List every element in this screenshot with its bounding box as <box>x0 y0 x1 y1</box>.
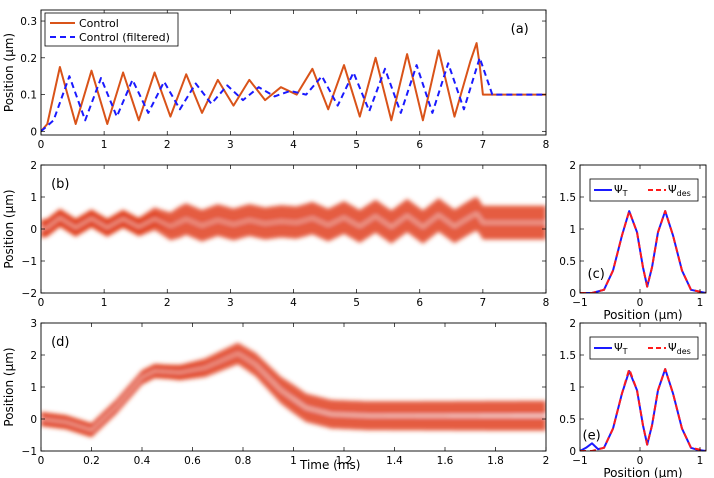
panel-label-b: (b) <box>51 177 69 192</box>
x-tick-label: 1 <box>697 455 704 467</box>
x-tick-label: 6 <box>416 139 423 151</box>
x-tick-label: 0.2 <box>83 455 100 467</box>
panel-label-c: (c) <box>588 267 605 282</box>
x-axis-label-c: Position (μm) <box>603 308 682 322</box>
panel-label-a: (a) <box>511 22 529 37</box>
x-tick-label: 6 <box>416 297 423 309</box>
y-tick-label: 0 <box>30 126 37 138</box>
x-tick-label: 1.8 <box>487 455 504 467</box>
y-axis-label-b: Position (μm) <box>2 189 16 268</box>
x-tick-label: 2 <box>164 297 171 309</box>
y-tick-label: −1 <box>22 446 37 458</box>
x-tick-label: 2 <box>543 455 550 467</box>
y-tick-label: 2 <box>569 318 576 330</box>
y-tick-label: 0.5 <box>559 256 576 268</box>
x-tick-label: 0.8 <box>235 455 252 467</box>
x-tick-label: 0 <box>38 297 45 309</box>
y-axis-label-a: Position (μm) <box>2 33 16 112</box>
plot-area-a <box>41 42 546 133</box>
y-tick-label: 2 <box>30 350 37 362</box>
x-tick-label: 4 <box>290 297 297 309</box>
y-tick-label: 2 <box>30 160 37 172</box>
density-band-d <box>41 342 546 438</box>
y-tick-label: 1 <box>30 192 37 204</box>
y-axis-label-d: Position (μm) <box>2 347 16 426</box>
x-axis-label-e: Position (μm) <box>603 466 682 478</box>
y-tick-label: 0 <box>30 414 37 426</box>
legend-entry: Control <box>79 17 119 30</box>
x-tick-label: 0 <box>637 297 644 309</box>
y-tick-label: 0 <box>30 224 37 236</box>
series-line-a-1 <box>41 56 546 133</box>
shared-time-label: Time (ms) <box>299 458 361 472</box>
y-tick-label: −1 <box>22 256 37 268</box>
legend-e: ΨT Ψdes <box>589 336 699 360</box>
y-tick-label: 0.3 <box>20 16 37 28</box>
x-tick-label: 0 <box>38 139 45 151</box>
y-tick-label: 1 <box>30 382 37 394</box>
x-tick-label: 4 <box>290 139 297 151</box>
legend-entry: Control (filtered) <box>79 31 170 44</box>
x-tick-label: 1.4 <box>386 455 403 467</box>
x-tick-label: 7 <box>480 297 487 309</box>
plot-area-b <box>41 196 546 244</box>
y-tick-label: 0.2 <box>20 53 37 65</box>
x-tick-label: 1.6 <box>437 455 454 467</box>
x-tick-label: 1.2 <box>336 455 353 467</box>
y-tick-label: 0 <box>569 288 576 300</box>
x-tick-label: 7 <box>480 139 487 151</box>
legend-c: ΨT Ψdes <box>589 178 699 202</box>
x-tick-label: 0.6 <box>184 455 201 467</box>
x-tick-label: 3 <box>227 297 234 309</box>
y-tick-label: 1.5 <box>559 350 576 362</box>
y-tick-label: 1 <box>569 382 576 394</box>
y-tick-label: 1 <box>569 224 576 236</box>
legend-entry: ΨT <box>614 183 628 198</box>
series-line-a-0 <box>41 42 546 132</box>
y-tick-label: 0 <box>569 446 576 458</box>
legend-entry: ΨT <box>614 341 628 356</box>
series-line-c-1 <box>580 210 706 293</box>
x-tick-label: 1 <box>101 139 108 151</box>
x-tick-label: 5 <box>353 297 360 309</box>
x-tick-label: 8 <box>543 297 550 309</box>
x-tick-label: 5 <box>353 139 360 151</box>
density-gap <box>41 212 546 231</box>
density-branch-lower <box>41 208 546 244</box>
x-tick-label: 1 <box>697 297 704 309</box>
panel-a: 0 1 2 3 4 5 6 7 8 0 0.1 0.2 0.3 Position (μm) (a) Contr… <box>2 9 550 151</box>
series-line-e-1 <box>580 368 706 451</box>
plot-area-c <box>580 210 706 293</box>
density-band-b <box>41 196 546 244</box>
y-tick-label: −2 <box>22 288 37 300</box>
x-tick-label: 1 <box>290 455 297 467</box>
x-tick-label: 3 <box>227 139 234 151</box>
legend-entry: Ψdes <box>668 341 691 356</box>
x-tick-label: −1 <box>572 455 587 467</box>
y-tick-label: 3 <box>30 318 37 330</box>
y-tick-label: 0.5 <box>559 414 576 426</box>
x-tick-label: −1 <box>572 297 587 309</box>
panel-label-e: (e) <box>583 429 601 444</box>
panel-d: 0 0.2 0.4 0.6 0.8 1 1.2 1.4 1.6 1.8 2−10123Positio… <box>2 318 549 467</box>
plot-area-e <box>580 368 706 451</box>
x-tick-label: 0.4 <box>134 455 151 467</box>
x-tick-label: 8 <box>543 139 550 151</box>
density-gap <box>41 352 546 432</box>
y-tick-label: 2 <box>569 160 576 172</box>
y-tick-label: 1.5 <box>559 192 576 204</box>
x-tick-label: 0 <box>38 455 45 467</box>
y-tick-label: 0.1 <box>20 90 37 102</box>
plot-area-d <box>41 342 546 438</box>
panel-b: 0 1 2 3 4 5 6 7 8 −2 −1 0 1 2 Position (μm) (b) <box>2 160 549 309</box>
x-tick-label: 2 <box>164 139 171 151</box>
legend-entry: Ψdes <box>668 183 691 198</box>
x-tick-label: 1 <box>101 297 108 309</box>
panel-label-d: (d) <box>51 335 69 350</box>
x-tick-label: 0 <box>637 455 644 467</box>
